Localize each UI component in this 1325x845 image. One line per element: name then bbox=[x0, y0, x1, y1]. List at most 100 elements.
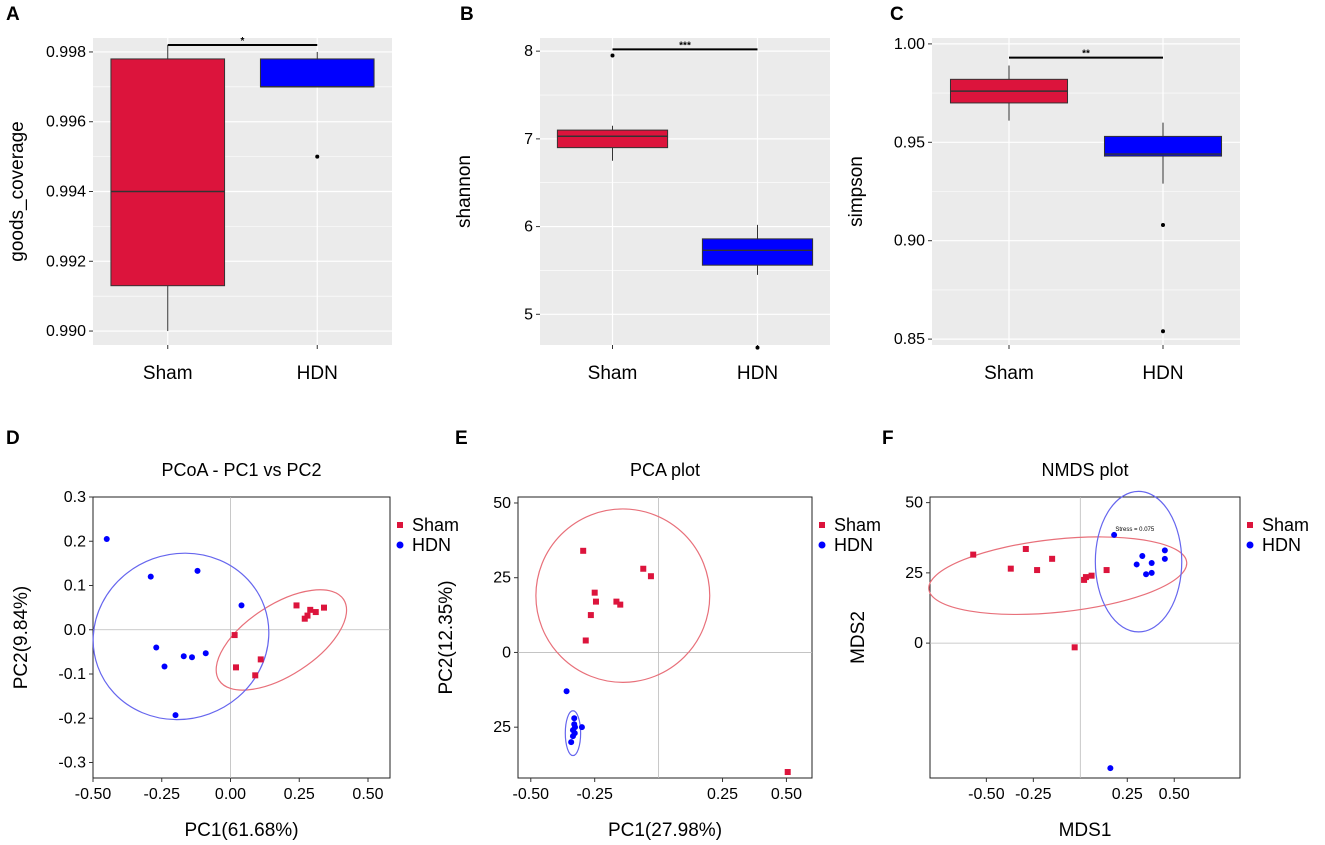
scatter-point-hdn bbox=[1107, 765, 1114, 772]
y-tick-label: 25 bbox=[493, 719, 511, 736]
scatter-point-sham bbox=[231, 632, 238, 639]
scatter-point-sham bbox=[1082, 574, 1089, 581]
y-tick-label: 0.998 bbox=[46, 44, 86, 61]
y-axis-title: simpson bbox=[846, 156, 867, 227]
scatter-point-sham bbox=[580, 547, 587, 554]
y-tick-label: 25 bbox=[905, 565, 923, 582]
legend-label: HDN bbox=[412, 535, 451, 555]
scatter-point-sham bbox=[307, 606, 314, 613]
scatter-point-sham bbox=[257, 656, 264, 663]
scatter-point-sham bbox=[293, 602, 300, 609]
outlier-point bbox=[315, 154, 320, 159]
confidence-ellipse-hdn bbox=[1094, 490, 1183, 633]
y-tick-label: 0.3 bbox=[64, 489, 86, 506]
box-hdn bbox=[1103, 135, 1223, 157]
x-category-label: Sham bbox=[143, 363, 193, 384]
scatter-point-hdn bbox=[568, 739, 575, 746]
scatter-point-sham bbox=[587, 612, 594, 619]
x-axis-title: MDS1 bbox=[1059, 820, 1112, 841]
outlier-point bbox=[1161, 222, 1165, 227]
outlier-point bbox=[755, 345, 760, 350]
y-tick-label: -0.1 bbox=[58, 666, 86, 683]
plot-title: PCA plot bbox=[630, 460, 700, 480]
scatter-point-sham bbox=[1007, 565, 1014, 572]
scatter-point-hdn bbox=[147, 573, 154, 580]
y-tick-label: 0.95 bbox=[894, 134, 925, 151]
plot-background bbox=[540, 38, 830, 345]
legend-label: HDN bbox=[1262, 535, 1301, 555]
legend-marker-hdn bbox=[818, 541, 826, 549]
outlier-point bbox=[610, 53, 615, 58]
scatter-point-hdn bbox=[1161, 547, 1168, 554]
x-tick-label: 0.00 bbox=[215, 786, 246, 803]
legend-marker-hdn bbox=[396, 541, 404, 549]
legend-marker-sham bbox=[397, 522, 403, 528]
y-tick-label: 0 bbox=[914, 635, 923, 652]
scatter-point-sham bbox=[304, 612, 311, 619]
scatter-point-hdn bbox=[571, 730, 578, 737]
plot-frame bbox=[517, 496, 813, 779]
y-tick-label: -0.3 bbox=[58, 755, 86, 772]
legend-marker-sham bbox=[1247, 522, 1253, 528]
scatter-point-hdn bbox=[1161, 555, 1168, 562]
confidence-ellipse-sham bbox=[535, 508, 711, 683]
y-tick-label: 0.90 bbox=[894, 233, 925, 250]
y-tick-label: -0.2 bbox=[58, 710, 86, 727]
confidence-ellipse-hdn bbox=[92, 552, 270, 721]
x-category-label: Sham bbox=[984, 363, 1034, 384]
legend-marker-hdn bbox=[1246, 541, 1254, 549]
plot-frame bbox=[92, 496, 391, 779]
scatter-point-sham bbox=[233, 664, 239, 671]
scatter-point-hdn bbox=[1133, 561, 1140, 568]
x-category-label: HDN bbox=[297, 363, 338, 384]
y-tick-label: 1.00 bbox=[894, 36, 925, 53]
y-axis-title: shannon bbox=[454, 155, 475, 228]
y-axis-title: MDS2 bbox=[848, 611, 869, 664]
y-tick-label: 0.1 bbox=[64, 578, 86, 595]
x-tick-label: -0.50 bbox=[75, 786, 112, 803]
scatter-point-sham bbox=[1071, 644, 1078, 651]
scatter-point-sham bbox=[1049, 555, 1056, 562]
y-tick-label: 8 bbox=[524, 43, 533, 60]
confidence-ellipse-sham bbox=[928, 536, 1188, 616]
box-sham bbox=[110, 58, 226, 287]
scatter-point-hdn bbox=[180, 653, 187, 660]
y-tick-label: 0.990 bbox=[46, 323, 86, 340]
panel-letter-e: E bbox=[455, 428, 468, 449]
scatter-point-hdn bbox=[563, 688, 570, 695]
legend-label: Sham bbox=[1262, 515, 1309, 535]
scatter-point-sham bbox=[321, 604, 327, 611]
x-tick-label: -0.25 bbox=[576, 786, 613, 803]
x-tick-label: 0.25 bbox=[1112, 786, 1143, 803]
scatter-point-hdn bbox=[202, 650, 209, 657]
y-tick-label: 0 bbox=[502, 644, 511, 661]
scatter-point-sham bbox=[784, 769, 791, 776]
scatter-point-hdn bbox=[1143, 571, 1150, 578]
scatter-point-hdn bbox=[172, 712, 179, 719]
x-tick-label: 0.50 bbox=[771, 786, 802, 803]
x-tick-label: 0.25 bbox=[284, 786, 315, 803]
scatter-point-hdn bbox=[1148, 569, 1155, 576]
scatter-point-hdn bbox=[189, 654, 195, 661]
scatter-point-hdn bbox=[161, 663, 168, 670]
box-hdn bbox=[701, 238, 814, 266]
x-axis-title: PC1(61.68%) bbox=[184, 820, 298, 841]
outlier-point bbox=[1161, 329, 1165, 334]
scatter-point-sham bbox=[970, 551, 977, 558]
scatter-point-sham bbox=[252, 672, 259, 679]
y-tick-label: 0.992 bbox=[46, 253, 86, 270]
panel-letter-d: D bbox=[6, 428, 20, 449]
panel-letter-a: A bbox=[6, 4, 20, 25]
y-tick-label: 7 bbox=[524, 131, 533, 148]
x-tick-label: -0.25 bbox=[144, 786, 181, 803]
y-tick-label: 50 bbox=[493, 495, 511, 512]
y-tick-label: 50 bbox=[905, 495, 923, 512]
scatter-point-sham bbox=[1022, 545, 1029, 552]
scatter-point-hdn bbox=[153, 644, 160, 651]
x-tick-label: -0.50 bbox=[513, 786, 550, 803]
plot-title: PCoA - PC1 vs PC2 bbox=[161, 460, 321, 480]
scatter-point-sham bbox=[582, 637, 589, 644]
y-tick-label: 0.85 bbox=[894, 331, 925, 348]
scatter-point-sham bbox=[592, 598, 599, 605]
